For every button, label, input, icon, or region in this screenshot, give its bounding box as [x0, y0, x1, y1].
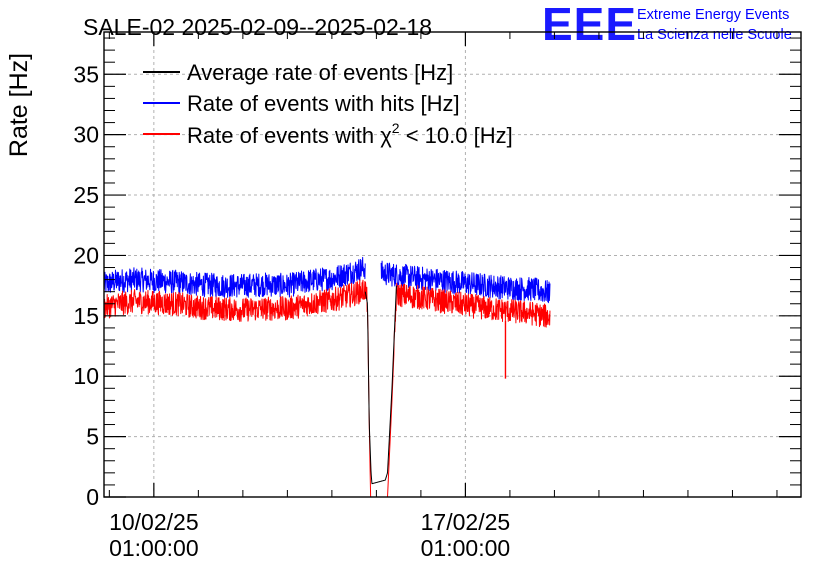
plot-frame [103, 31, 802, 498]
x-tick-time: 01:00:00 [109, 535, 199, 561]
y-tick-label: 35 [73, 61, 99, 87]
legend-chi-superscript: 2 [392, 120, 400, 136]
x-tick-time: 01:00:00 [421, 535, 511, 561]
series-average-line [364, 285, 397, 485]
legend-label-chi2: Rate of events with χ2 < 10.0 [Hz] [187, 120, 513, 148]
logo-line1: Extreme Energy Events [637, 7, 789, 23]
y-tick-label: 5 [86, 424, 99, 450]
y-axis-label: Rate [Hz] [5, 53, 33, 157]
y-tick-label: 15 [73, 303, 99, 329]
y-tick-label: 20 [73, 242, 99, 268]
legend-label-average: Average rate of events [Hz] [187, 60, 453, 85]
y-tick-label: 30 [73, 122, 99, 148]
y-tick-label: 0 [86, 484, 99, 510]
x-tick-date: 10/02/25 [109, 509, 199, 535]
legend-chi-symbol: χ [380, 123, 392, 148]
x-tick-date: 17/02/25 [421, 509, 511, 535]
axis-ticks [104, 32, 801, 498]
y-tick-label: 10 [73, 363, 99, 389]
logo-mark: EEE [542, 0, 637, 50]
legend: Average rate of events [Hz] Rate of even… [143, 60, 513, 148]
logo-line2: La Scienza nelle Scuole [637, 27, 792, 43]
legend-chi2-prefix: Rate of events with [187, 123, 380, 148]
series-layer [103, 256, 551, 498]
y-tick-labels: 0 5 10 15 20 25 30 35 [73, 61, 99, 510]
y-tick-label: 25 [73, 182, 99, 208]
legend-label-hits: Rate of events with hits [Hz] [187, 91, 460, 116]
series-hits-line [103, 256, 551, 304]
chart-title: SALE-02 2025-02-09--2025-02-18 [83, 14, 432, 40]
legend-chi2-suffix: < 10.0 [Hz] [400, 123, 513, 148]
series-chi2-line [103, 279, 551, 498]
grid-lines [104, 32, 801, 497]
eee-logo: EEE Extreme Energy Events La Scienza nel… [542, 0, 792, 50]
